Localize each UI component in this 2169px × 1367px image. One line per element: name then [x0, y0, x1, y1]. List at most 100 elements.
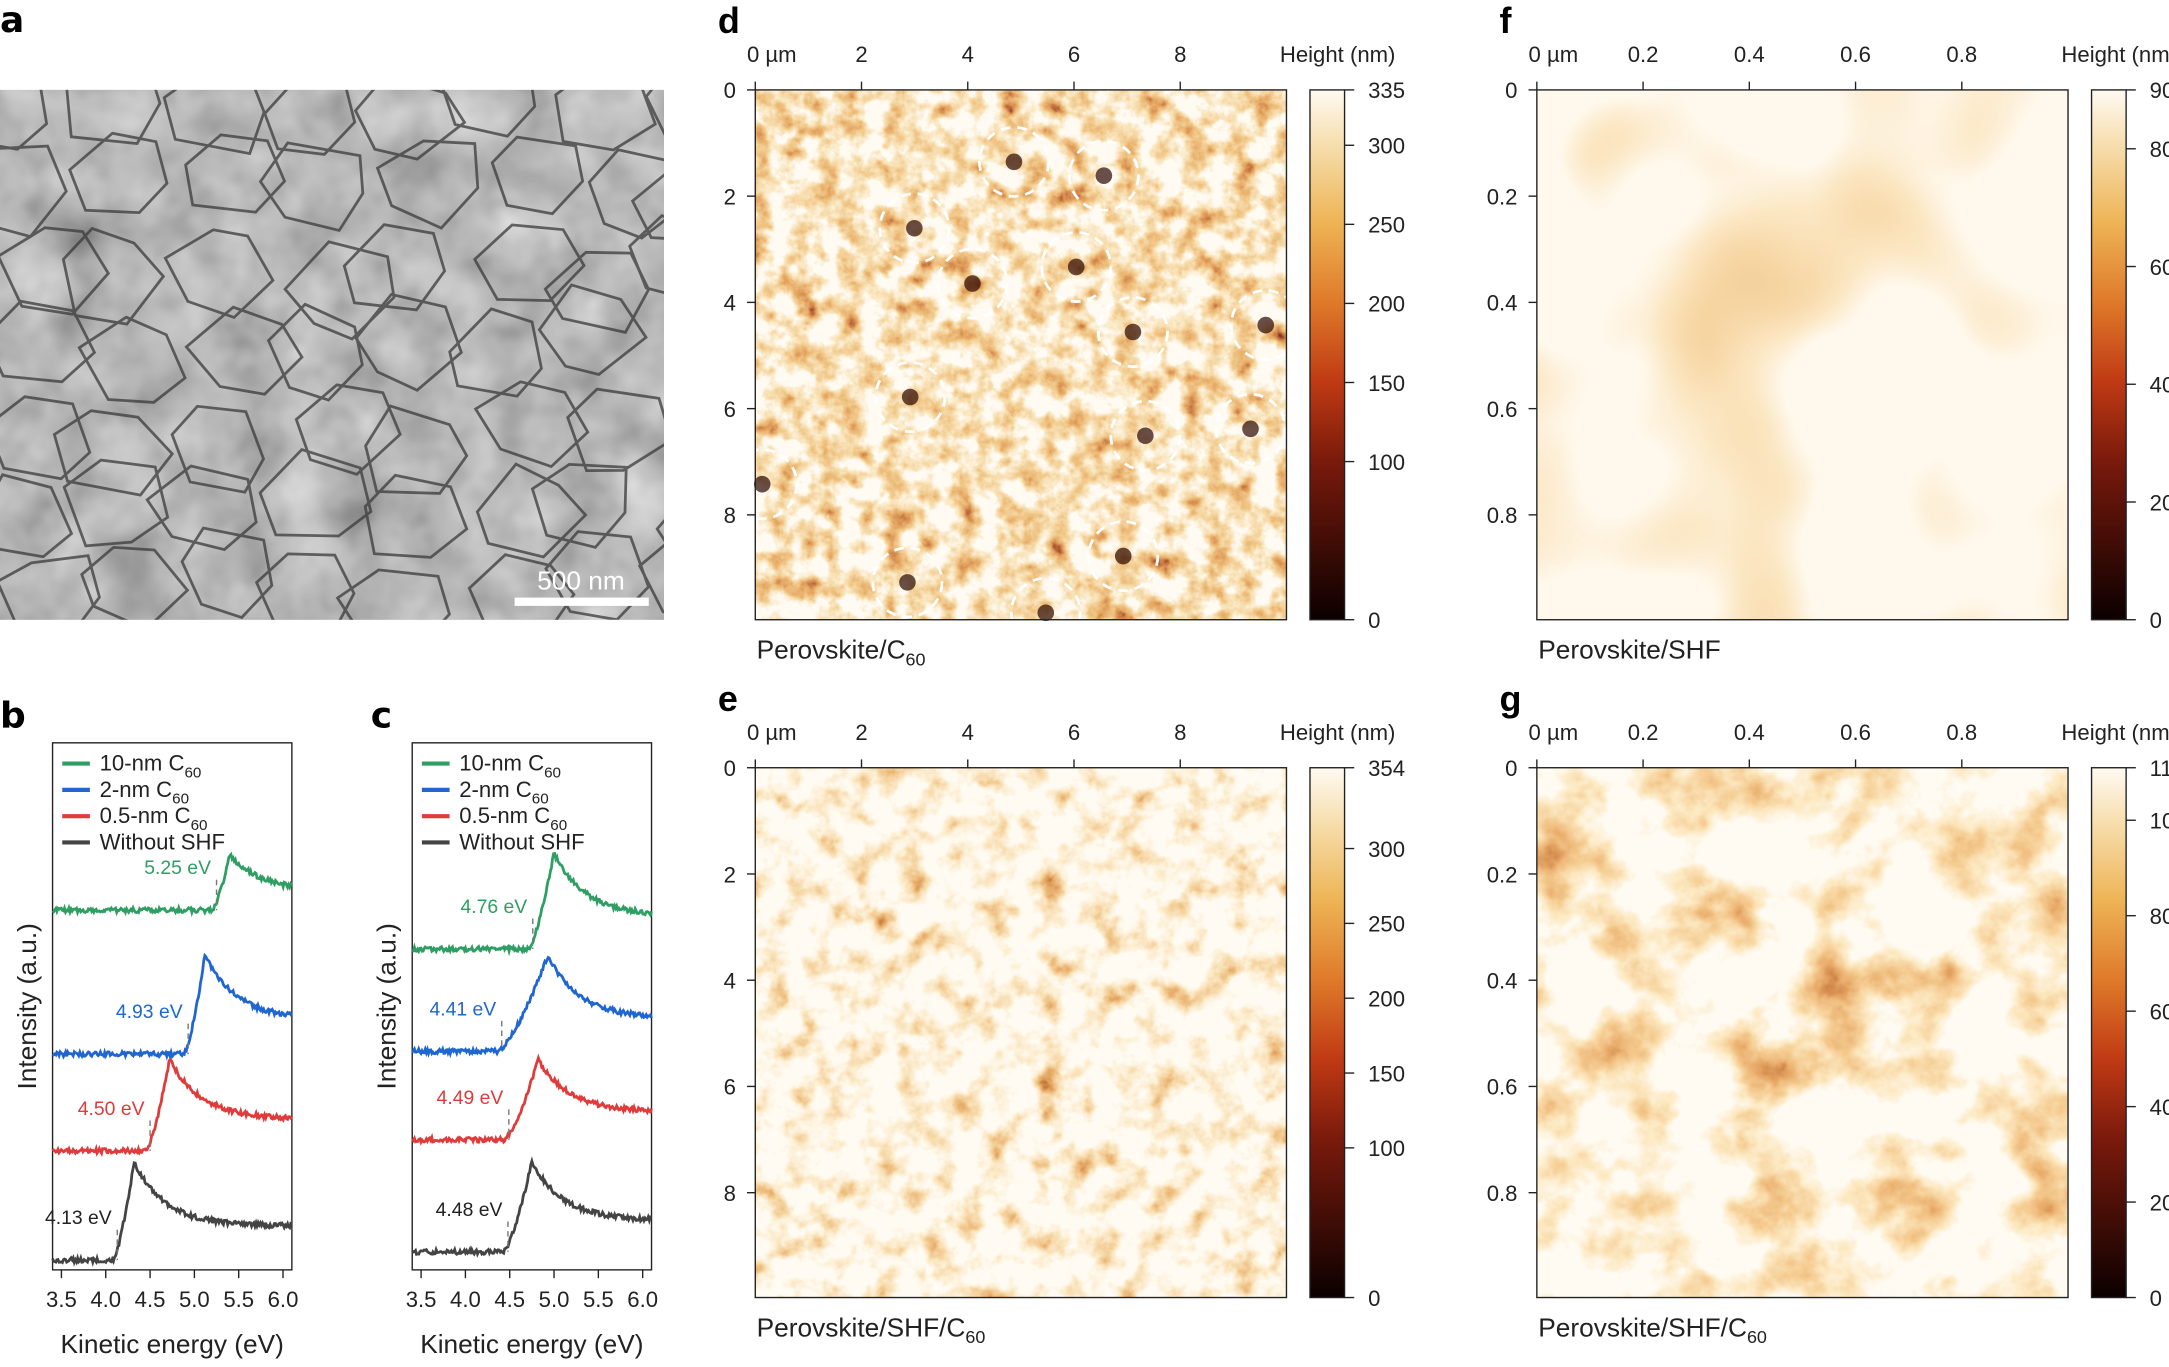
x-tick-label: 5.5: [223, 1287, 254, 1312]
x-tick-label: 8: [1174, 720, 1186, 745]
y-tick-label: 0.6: [1487, 1075, 1518, 1100]
panel-label-f: f: [1499, 0, 1512, 41]
y-tick-label: 0.6: [1487, 397, 1518, 422]
series-line-1: [411, 955, 653, 1059]
grain: [544, 530, 651, 620]
x-tick-label: 0.8: [1946, 720, 1977, 745]
dashed-circle-marker: [1087, 520, 1160, 593]
onset-label: 4.76 eV: [460, 896, 527, 918]
x-tick-label: 2: [855, 720, 867, 745]
x-tick-label: 0 µm: [747, 720, 797, 745]
grain: [180, 526, 274, 620]
colorbar: [2090, 767, 2127, 1299]
afm-height-map: [755, 89, 1287, 620]
dashed-circle-marker: [1096, 296, 1169, 368]
series-line-1: [51, 952, 293, 1062]
x-tick-label: 0.4: [1734, 720, 1765, 745]
y-tick-label: 0.8: [1487, 1181, 1518, 1206]
colorbar-tick-label: 0: [1368, 1286, 1380, 1311]
plot-frame: [411, 742, 653, 1271]
onset-label: 4.49 eV: [437, 1087, 504, 1109]
colorbar-tick-label: 60: [2150, 255, 2169, 280]
grain: [637, 543, 664, 614]
scale-bar: [514, 597, 649, 606]
grain: [65, 89, 162, 146]
panel-label-g: g: [1499, 678, 1521, 719]
legend-entry: Without SHF: [100, 829, 225, 854]
afm-height-map: [1536, 767, 2069, 1298]
onset-label: 4.50 eV: [78, 1098, 145, 1120]
x-tick-label: 0 µm: [747, 42, 797, 67]
grain: [170, 404, 266, 494]
y-tick-label: 0: [724, 78, 736, 103]
y-tick-label: 8: [724, 1181, 736, 1206]
grain: [0, 299, 97, 384]
panel-label-d: d: [718, 0, 740, 41]
y-tick-label: 2: [724, 862, 736, 887]
grain: [62, 458, 170, 548]
x-tick-label: 4: [962, 42, 974, 67]
colorbar-tick-label: 150: [1368, 1061, 1405, 1086]
grain: [266, 302, 364, 402]
dashed-circle-marker: [1040, 231, 1113, 303]
grain: [530, 462, 628, 549]
x-tick-label: 8: [1174, 42, 1186, 67]
dashed-circle-marker: [871, 546, 944, 619]
y-tick-label: 4: [724, 291, 736, 316]
plot-frame: [51, 742, 293, 1271]
grain: [566, 387, 664, 472]
x-tick-label: 3.5: [46, 1287, 77, 1312]
x-axis-label: Kinetic energy (eV): [420, 1329, 643, 1359]
colorbar-tick-label: 80: [2150, 904, 2169, 929]
x-tick-label: 0.8: [1946, 42, 1977, 67]
onset-label: 4.41 eV: [429, 998, 496, 1020]
x-tick-label: 0 µm: [1529, 720, 1579, 745]
grain: [475, 462, 588, 559]
x-tick-label: 0.6: [1840, 720, 1871, 745]
colorbar-tick-label: 100: [1368, 1136, 1405, 1161]
series-line-0: [411, 851, 653, 957]
colorbar-tick-label: 40: [2150, 373, 2169, 398]
x-tick-label: 5.0: [539, 1287, 570, 1312]
colorbar-tick-label: 250: [1368, 213, 1405, 238]
grain-boundaries: [0, 89, 664, 620]
x-tick-label: 4.5: [494, 1287, 525, 1312]
dashed-circle-marker: [878, 192, 951, 265]
grain: [254, 552, 356, 620]
grain: [258, 447, 373, 538]
grain: [473, 223, 586, 302]
colorbar-tick-label: 0: [1368, 608, 1380, 633]
colorbar-tick-label: 0: [2150, 1286, 2162, 1311]
y-axis-label: Intensity (a.u.): [372, 923, 402, 1089]
y-tick-label: 0: [1505, 756, 1517, 781]
dashed-circle-marker: [1229, 289, 1302, 362]
grain: [52, 409, 175, 497]
x-tick-label: 6: [1068, 42, 1080, 67]
y-tick-label: 0.8: [1487, 503, 1518, 528]
grain: [0, 554, 101, 620]
grain: [354, 292, 463, 392]
grain: [587, 148, 664, 240]
colorbar-tick-label: 300: [1368, 134, 1405, 159]
grain: [448, 307, 543, 398]
grain: [77, 315, 187, 404]
sem-image: 500 nm: [0, 89, 664, 620]
grain: [342, 223, 447, 312]
x-tick-label: 6.0: [627, 1287, 658, 1312]
grain: [0, 89, 49, 151]
grain: [543, 250, 651, 334]
grain: [68, 131, 169, 215]
x-tick-label: 4.5: [135, 1287, 166, 1312]
y-tick-label: 0.2: [1487, 184, 1518, 209]
grain: [554, 89, 657, 152]
dashed-circle-marker: [1009, 576, 1082, 649]
panel-label-b: b: [0, 695, 26, 738]
grain: [0, 395, 92, 481]
onset-label: 5.25 eV: [144, 857, 211, 879]
x-tick-label: 5.5: [583, 1287, 614, 1312]
colorbar-tick-label: 250: [1368, 912, 1405, 937]
y-tick-label: 8: [724, 503, 736, 528]
grain: [145, 464, 258, 552]
